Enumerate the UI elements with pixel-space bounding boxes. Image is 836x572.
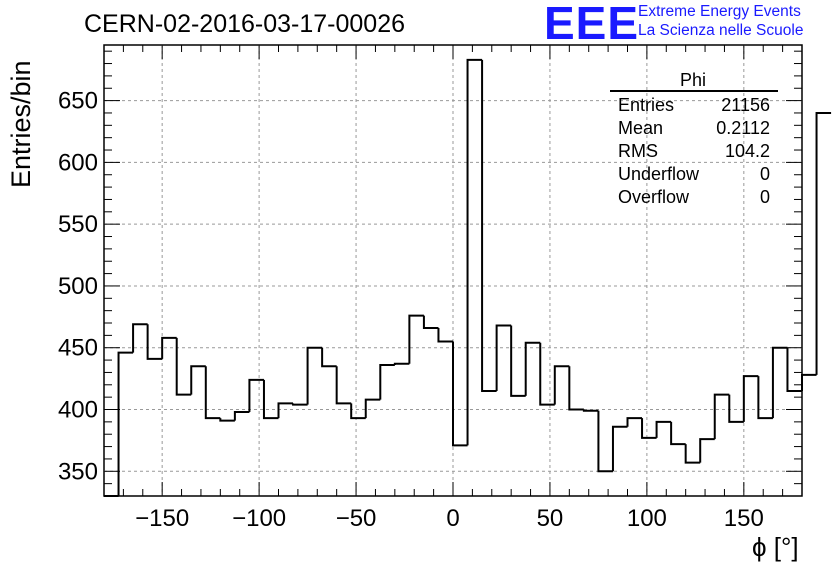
- stats-label: RMS: [618, 141, 658, 161]
- x-tick-label: 100: [627, 505, 667, 532]
- chart-title: CERN-02-2016-03-17-00026: [84, 10, 406, 38]
- histogram-bin: [597, 410, 613, 473]
- stats-box: Phi Entries 21156 Mean 0.2112 RMS 104.2 …: [608, 70, 778, 209]
- histogram-bin: [393, 362, 410, 366]
- tick-labels: −150 −100 −50 0 50 100 150 350 400 450 500 550 600 65…: [58, 88, 764, 532]
- histogram-bin: [524, 341, 541, 396]
- histogram-bin: [582, 409, 599, 412]
- histogram-bin: [175, 337, 192, 396]
- stats-label: Overflow: [618, 187, 690, 207]
- histogram-bin: [146, 324, 163, 360]
- stats-row-mean: Mean 0.2112: [608, 117, 778, 140]
- histogram-bin: [452, 341, 468, 447]
- stats-value: 0: [759, 187, 770, 207]
- histogram-bin: [815, 111, 832, 375]
- histogram-bin: [757, 376, 773, 420]
- histogram-bin: [481, 59, 497, 392]
- histogram-bin: [611, 425, 628, 472]
- axis-ticks: [103, 45, 803, 496]
- histogram-bin: [553, 365, 570, 405]
- eee-logo: EEE: [544, 0, 640, 49]
- histogram-steps: [104, 58, 832, 497]
- x-tick-label: −50: [336, 505, 377, 532]
- histogram-bin: [437, 327, 453, 343]
- stats-row-overflow: Overflow 0: [608, 186, 778, 209]
- histogram-bin: [335, 366, 352, 405]
- stats-value: 0: [759, 164, 770, 184]
- stats-separator: [610, 90, 778, 92]
- stats-title: Phi: [679, 70, 706, 90]
- histogram-bin: [364, 398, 381, 419]
- histogram-bin: [684, 444, 701, 464]
- logo-text: Extreme Energy Events La Scienza nelle S…: [638, 2, 803, 40]
- histogram-bin: [728, 394, 744, 423]
- histogram-bin: [801, 373, 817, 391]
- histogram-bin: [771, 346, 788, 419]
- histogram-bin: [510, 325, 526, 397]
- x-tick-label: 0: [446, 505, 459, 532]
- x-tick-label: −100: [232, 505, 286, 532]
- histogram-bin: [699, 438, 715, 463]
- stats-label: Entries: [618, 95, 675, 115]
- x-tick-label: 50: [537, 505, 564, 532]
- histogram-bin: [132, 323, 148, 353]
- histogram-bin: [117, 351, 134, 496]
- histogram-bin: [292, 403, 308, 406]
- histogram-bin: [539, 342, 555, 406]
- stats-label: Underflow: [618, 164, 700, 184]
- logo-line-1: Extreme Energy Events: [638, 3, 801, 20]
- y-tick-label: 550: [58, 211, 98, 238]
- histogram-bin: [408, 314, 424, 364]
- y-tick-label: 350: [58, 458, 98, 485]
- histogram-bin: [641, 418, 657, 439]
- stats-row-entries: Entries 21156: [608, 94, 778, 117]
- y-tick-label: 450: [58, 335, 98, 362]
- histogram-bin: [219, 418, 235, 422]
- histogram-bin: [321, 347, 337, 368]
- histogram-bin: [466, 58, 483, 446]
- x-tick-label: −150: [135, 505, 189, 532]
- y-tick-label: 600: [58, 149, 98, 176]
- histogram-bin: [568, 366, 584, 411]
- stats-value: 21156: [721, 95, 770, 115]
- y-axis-label: Entries/bin: [6, 60, 36, 188]
- histogram-bin: [713, 393, 730, 440]
- y-tick-label: 650: [58, 88, 98, 115]
- histogram-bin: [248, 378, 264, 412]
- stats-label: Mean: [618, 118, 664, 138]
- histogram-bin: [204, 366, 221, 420]
- stats-row-rms: RMS 104.2: [608, 140, 778, 163]
- histogram-bin: [190, 365, 206, 395]
- x-tick-label: 150: [724, 505, 764, 532]
- stats-value: 0.2112: [716, 118, 770, 138]
- histogram-bin: [422, 315, 439, 329]
- stats-row-underflow: Underflow 0: [608, 163, 778, 186]
- logo-line-2: La Scienza nelle Scuole: [638, 22, 804, 39]
- y-tick-label: 500: [58, 273, 98, 300]
- stats-value: 104.2: [724, 141, 770, 161]
- histogram-bin: [670, 421, 686, 446]
- histogram-bin: [161, 336, 177, 359]
- histogram-bin: [350, 403, 366, 420]
- histogram-bin: [233, 410, 250, 421]
- histogram-bin: [742, 375, 759, 422]
- x-axis-label: ϕ [°]: [752, 532, 799, 562]
- histogram-bin: [277, 402, 294, 419]
- histogram-bin: [306, 346, 323, 405]
- histogram-bin: [626, 417, 643, 427]
- histogram-bin: [262, 379, 279, 420]
- histogram-bin: [786, 347, 802, 392]
- histogram-bin: [495, 324, 512, 391]
- y-tick-label: 400: [58, 397, 98, 424]
- histogram-bin: [379, 364, 395, 400]
- histogram-bin: [655, 420, 672, 438]
